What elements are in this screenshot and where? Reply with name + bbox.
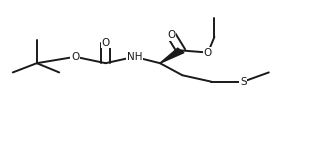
Text: O: O bbox=[167, 30, 175, 40]
Polygon shape bbox=[160, 48, 184, 63]
Text: NH: NH bbox=[127, 52, 142, 62]
Text: O: O bbox=[71, 52, 79, 62]
Text: O: O bbox=[101, 38, 110, 48]
Text: O: O bbox=[204, 48, 212, 58]
Text: S: S bbox=[240, 77, 246, 87]
